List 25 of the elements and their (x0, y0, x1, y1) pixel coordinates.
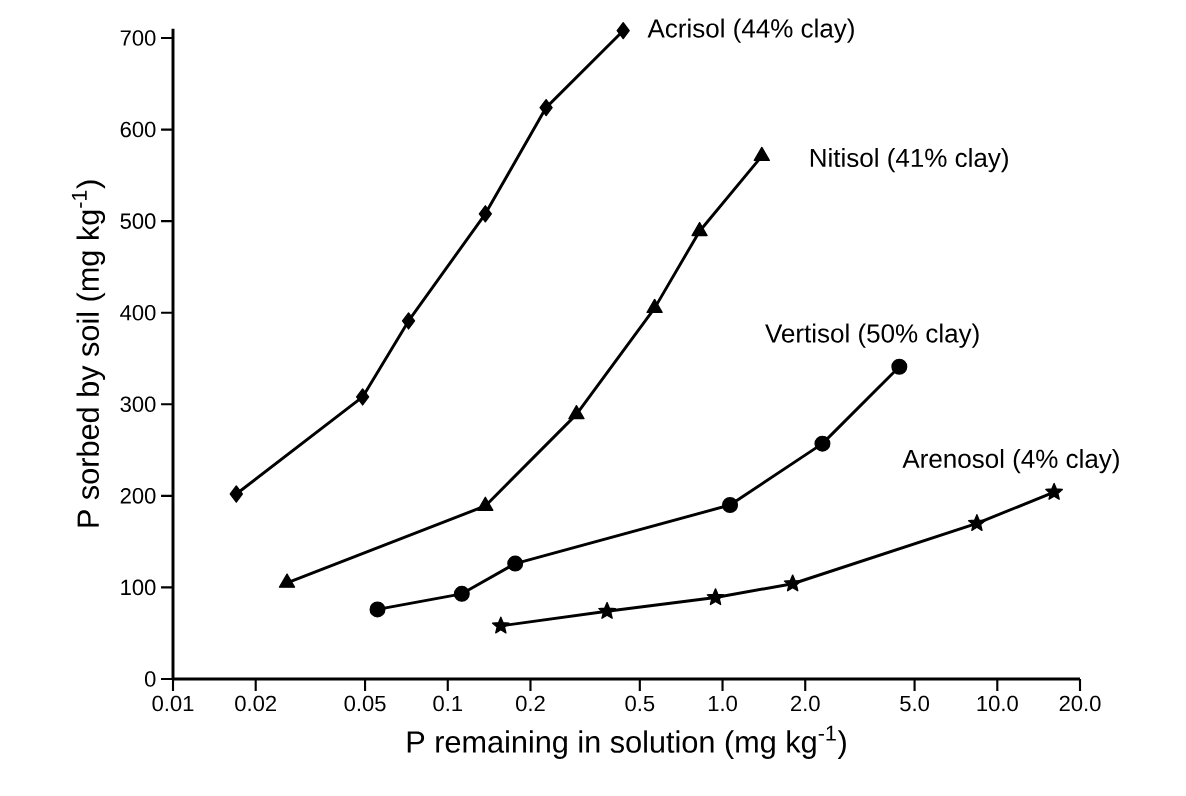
y-tick-label: 0 (144, 671, 156, 687)
y-tick-label: 100 (121, 579, 156, 596)
series-label: Acrisol (44% clay) (647, 18, 854, 43)
series-label: Arenosol (4% clay) (902, 449, 1119, 474)
x-tick-label: 10.0 (977, 695, 1018, 712)
x-axis-title: P remaining in solution (mg kg$^{-1}$) (407, 725, 846, 759)
x-tick-label: 5.0 (900, 695, 930, 712)
x-tick-label: 0.1 (433, 695, 462, 712)
y-tick-label: 400 (120, 304, 156, 321)
x-tick-label: 2.0 (791, 695, 820, 712)
y-tick-label: 500 (120, 213, 156, 229)
y-tick-label: 700 (120, 30, 156, 46)
x-tick-label: 20.0 (1059, 695, 1101, 712)
y-tick-label: 300 (120, 396, 156, 413)
x-tick-label: 0.05 (344, 695, 386, 712)
x-tick-label: 0.01 (152, 695, 194, 712)
x-tick-label: 0.02 (235, 695, 276, 712)
x-tick-label: 0.5 (625, 695, 655, 712)
y-axis-title: P sorbed by soil (mg kg$^{-1}$) (71, 180, 106, 527)
y-tick-label: 200 (120, 488, 156, 504)
x-tick-label: 0.2 (516, 695, 545, 712)
y-tick-label: 600 (120, 121, 156, 138)
series-label: Nitisol (41% clay) (810, 148, 1008, 173)
series-label: Vertisol (50% clay) (765, 323, 979, 348)
x-tick-label: 1.0 (708, 695, 737, 712)
